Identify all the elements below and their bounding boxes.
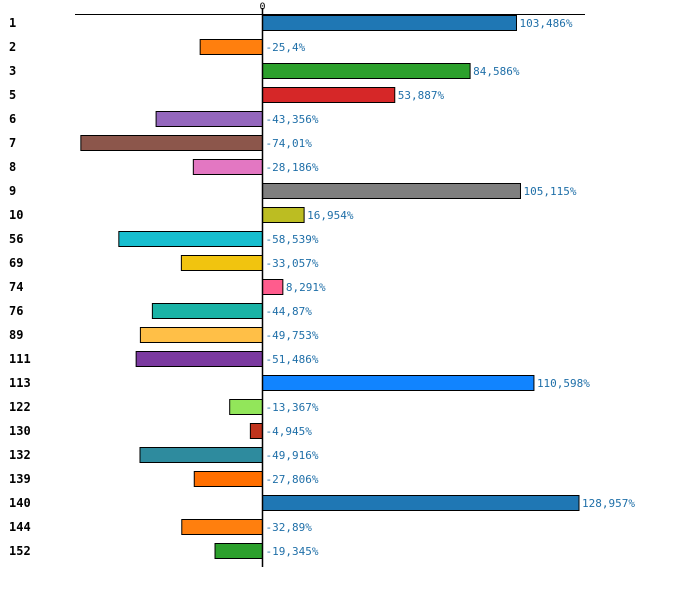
value-label: -49,916%: [266, 449, 319, 462]
bar: [262, 15, 517, 31]
bar: [262, 495, 580, 511]
bar: [229, 399, 263, 415]
value-label: -27,806%: [266, 473, 319, 486]
value-label: 84,586%: [473, 65, 520, 78]
category-label: 144: [9, 520, 31, 534]
value-labels: 103,486% -25,4% 84,586% 53,887% -43,356% -74,…: [266, 17, 636, 558]
bars-layer: [80, 15, 580, 559]
category-label: 76: [9, 304, 23, 318]
bar: [139, 327, 263, 343]
bar: [262, 375, 535, 391]
value-label: -49,753%: [266, 329, 319, 342]
category-label: 74: [9, 280, 23, 294]
category-label: 139: [9, 472, 31, 486]
value-label: -44,87%: [266, 305, 313, 318]
category-label: 69: [9, 256, 23, 270]
bar: [135, 351, 263, 367]
category-label: 1: [9, 16, 16, 30]
bar: [262, 183, 521, 199]
category-label: 10: [9, 208, 23, 222]
value-label: 16,954%: [307, 209, 354, 222]
category-label: 152: [9, 544, 31, 558]
bar: [155, 111, 264, 127]
category-label: 8: [9, 160, 16, 174]
category-label: 2: [9, 40, 16, 54]
value-label: 53,887%: [398, 89, 445, 102]
bar: [139, 447, 264, 463]
bar: [249, 423, 263, 439]
value-label: -43,356%: [266, 113, 319, 126]
bar: [180, 255, 264, 271]
bar: [262, 279, 284, 295]
category-label: 89: [9, 328, 23, 342]
value-label: 105,115%: [523, 185, 576, 198]
value-label: -19,345%: [266, 545, 319, 558]
category-label: 132: [9, 448, 31, 462]
value-label: -13,367%: [266, 401, 319, 414]
value-label: 110,598%: [537, 377, 590, 390]
value-label: -51,486%: [266, 353, 319, 366]
category-label: 122: [9, 400, 31, 414]
value-label: -74,01%: [266, 137, 313, 150]
value-label: -28,186%: [266, 161, 319, 174]
category-label: 130: [9, 424, 31, 438]
bar: [80, 135, 263, 151]
bar: [199, 39, 263, 55]
category-label: 111: [9, 352, 31, 366]
category-label: 7: [9, 136, 16, 150]
ticks-layer: 0: [259, 2, 265, 13]
value-label: 103,486%: [519, 17, 572, 30]
value-label: -25,4%: [266, 41, 306, 54]
bar: [262, 207, 305, 223]
value-label: -4,945%: [266, 425, 313, 438]
category-label: 5: [9, 88, 16, 102]
value-label: -58,539%: [266, 233, 319, 246]
category-label: 3: [9, 64, 16, 78]
category-label: 9: [9, 184, 16, 198]
category-label: 140: [9, 496, 31, 510]
x-tick-label: 0: [259, 2, 265, 13]
bar: [193, 471, 263, 487]
bar: [181, 519, 263, 535]
bar: [262, 87, 396, 103]
bar: [192, 159, 264, 175]
bar: [262, 63, 471, 79]
category-label: 113: [9, 376, 31, 390]
category-label: 6: [9, 112, 16, 126]
value-label: -33,057%: [266, 257, 319, 270]
bar: [118, 231, 264, 247]
value-label: 128,957%: [582, 497, 635, 510]
value-label: 8,291%: [286, 281, 326, 294]
category-labels: 1235678910566974768911111312213013213914…: [9, 16, 31, 558]
bar: [151, 303, 264, 319]
value-label: -32,89%: [266, 521, 313, 534]
bar: [214, 543, 263, 559]
category-label: 56: [9, 232, 23, 246]
